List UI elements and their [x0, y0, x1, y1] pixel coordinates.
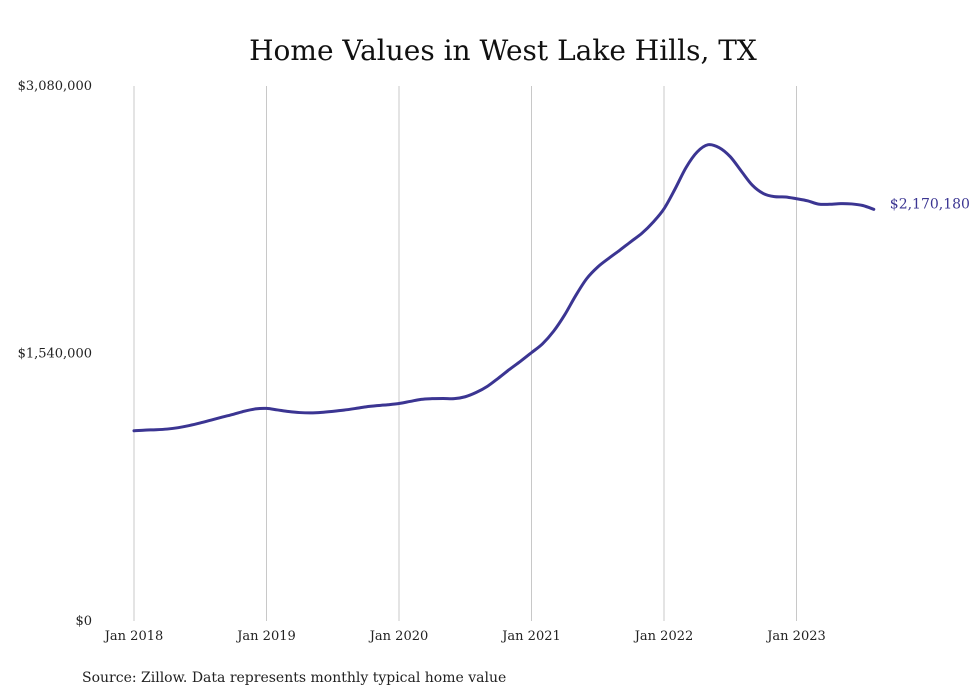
x-tick-label: Jan 2019 — [235, 629, 296, 644]
y-tick-label: $1,540,000 — [18, 347, 92, 362]
x-tick-label: Jan 2018 — [103, 629, 164, 644]
y-tick-label: $0 — [75, 614, 92, 629]
x-tick-label: Jan 2022 — [633, 629, 694, 644]
y-axis-ticks: $0 $1,540,000 $3,080,000 — [18, 79, 92, 629]
x-axis-ticks: Jan 2018 Jan 2019 Jan 2020 Jan 2021 Jan 2022… — [103, 629, 826, 644]
grid-lines — [133, 86, 797, 621]
x-tick-label: Jan 2023 — [765, 629, 826, 644]
source-note: Source: Zillow. Data represents monthly … — [82, 670, 506, 686]
y-tick-label: $3,080,000 — [18, 79, 92, 94]
latest-value-label: $2,170,180 — [890, 196, 970, 212]
x-tick-label: Jan 2021 — [500, 629, 561, 644]
x-tick-label: Jan 2020 — [368, 629, 429, 644]
home-value-line — [132, 143, 876, 433]
chart-title: Home Values in West Lake Hills, TX — [249, 34, 757, 67]
